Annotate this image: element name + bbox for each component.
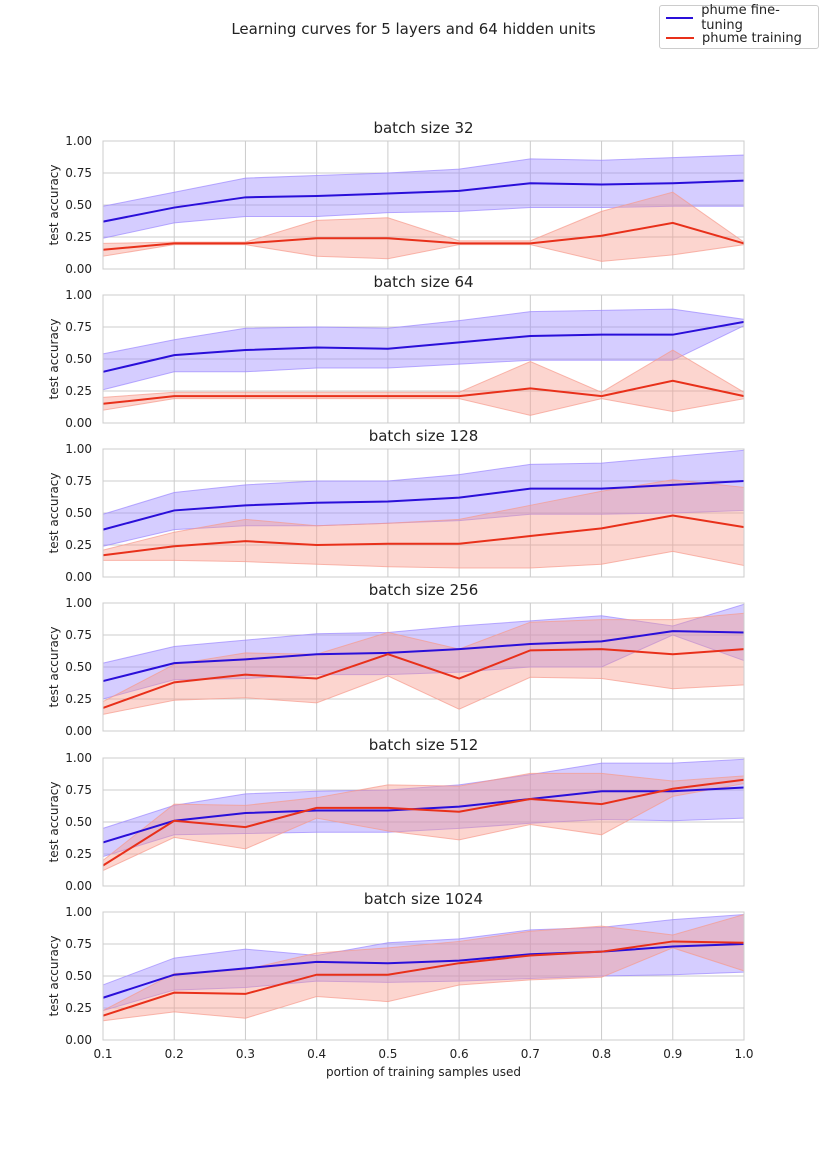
y-tick-label: 0.75: [65, 474, 92, 488]
y-tick-label: 0.50: [65, 815, 92, 829]
y-tick-label: 1.00: [65, 134, 92, 148]
series-line-fine-tuning: [102, 320, 745, 373]
x-tick-label: 0.1: [93, 1047, 112, 1061]
legend-label-fine-tuning: phume fine-tuning: [701, 3, 780, 33]
legend-swatch-training: [666, 37, 694, 39]
y-tick-label: 0.00: [65, 879, 92, 893]
y-tick-label: 0.75: [65, 166, 92, 180]
y-axis-label: test accuracy: [47, 627, 61, 708]
y-axis-label: test accuracy: [47, 782, 61, 863]
subplot-title: batch size 128: [369, 427, 479, 445]
y-tick-label: 0.25: [65, 692, 92, 706]
series-line-training: [102, 221, 745, 251]
y-tick-label: 0.50: [65, 352, 92, 366]
y-tick-label: 0.00: [65, 416, 92, 430]
legend-item-fine-tuning: phume fine-tuning: [666, 3, 818, 33]
subplot-6: 0.00 0.25 0.50 0.75 1.00 batch size 1024 test …: [47, 890, 754, 1061]
subplot-4: 0.00 0.25 0.50 0.75 1.00 batch size 256 test a…: [47, 581, 745, 738]
y-tick-label: 0.75: [65, 783, 92, 797]
x-tick-label: 0.7: [521, 1047, 540, 1061]
subplot-title: batch size 512: [369, 736, 479, 754]
y-axis-label: test accuracy: [47, 319, 61, 400]
series-line-training: [102, 778, 745, 867]
axes-frame: [102, 294, 745, 424]
x-axis-label: portion of training samples used: [326, 1065, 521, 1079]
y-tick-label: 0.25: [65, 538, 92, 552]
y-tick-label: 1.00: [65, 751, 92, 765]
legend-label-training: phume training: [702, 30, 802, 46]
axes-frame: [102, 911, 745, 1041]
legend-swatch-fine-tuning: [666, 17, 694, 19]
y-axis-label: test accuracy: [47, 936, 61, 1017]
subplot-title: batch size 32: [373, 119, 473, 137]
y-tick-label: 0.25: [65, 1001, 92, 1015]
y-tick-label: 0.25: [65, 384, 92, 398]
x-tick-label: 0.3: [236, 1047, 255, 1061]
y-axis-label: test accuracy: [47, 473, 61, 554]
x-tick-label: 0.4: [307, 1047, 326, 1061]
series-line-training: [102, 379, 745, 405]
series-line-fine-tuning: [102, 786, 745, 844]
y-axis-label: test accuracy: [47, 165, 61, 246]
subplot-2: 0.00 0.25 0.50 0.75 1.00 batch size 64 test ac…: [47, 273, 745, 430]
subplot-1: 0.00 0.25 0.50 0.75 1.00 batch size 32 test ac…: [47, 119, 745, 276]
y-tick-label: 0.50: [65, 969, 92, 983]
series-line-fine-tuning: [102, 630, 745, 683]
y-tick-label: 1.00: [65, 905, 92, 919]
series-line-training: [102, 648, 745, 709]
y-tick-label: 0.00: [65, 724, 92, 738]
x-tick-label: 0.9: [663, 1047, 682, 1061]
legend-item-training: phume training: [666, 29, 802, 47]
y-tick-label: 0.50: [65, 198, 92, 212]
y-tick-label: 0.00: [65, 262, 92, 276]
x-tick-label: 0.8: [592, 1047, 611, 1061]
y-tick-label: 0.00: [65, 570, 92, 584]
y-tick-label: 0.25: [65, 847, 92, 861]
y-tick-label: 1.00: [65, 442, 92, 456]
legend: phume fine-tuning phume training: [659, 3, 819, 49]
subplot-title: batch size 64: [373, 273, 473, 291]
y-tick-label: 1.00: [65, 288, 92, 302]
y-tick-label: 0.50: [65, 660, 92, 674]
series-line-fine-tuning: [102, 179, 745, 223]
series-line-training: [102, 514, 745, 557]
y-tick-label: 0.25: [65, 230, 92, 244]
axes-frame: [102, 757, 745, 887]
axes-frame: [102, 448, 745, 578]
subplot-title: batch size 256: [369, 581, 479, 599]
subplot-title: batch size 1024: [364, 890, 483, 908]
y-tick-label: 0.75: [65, 628, 92, 642]
subplot-3: 0.00 0.25 0.50 0.75 1.00 batch size 128 test a…: [47, 427, 745, 584]
y-tick-label: 0.75: [65, 937, 92, 951]
x-tick-label: 1.0: [734, 1047, 753, 1061]
subplot-5: 0.00 0.25 0.50 0.75 1.00 batch size 512 test a…: [47, 736, 745, 893]
y-tick-label: 0.00: [65, 1033, 92, 1047]
y-tick-label: 0.75: [65, 320, 92, 334]
axes-frame: [102, 140, 745, 270]
y-tick-label: 1.00: [65, 596, 92, 610]
series-line-training: [102, 940, 745, 1017]
x-tick-label: 0.5: [378, 1047, 397, 1061]
series-line-fine-tuning: [102, 943, 745, 999]
x-tick-label: 0.2: [165, 1047, 184, 1061]
x-tick-label: 0.6: [450, 1047, 469, 1061]
figure-title: Learning curves for 5 layers and 64 hidd…: [231, 20, 596, 38]
series-line-fine-tuning: [102, 480, 745, 531]
y-tick-label: 0.50: [65, 506, 92, 520]
axes-frame: [102, 602, 745, 732]
